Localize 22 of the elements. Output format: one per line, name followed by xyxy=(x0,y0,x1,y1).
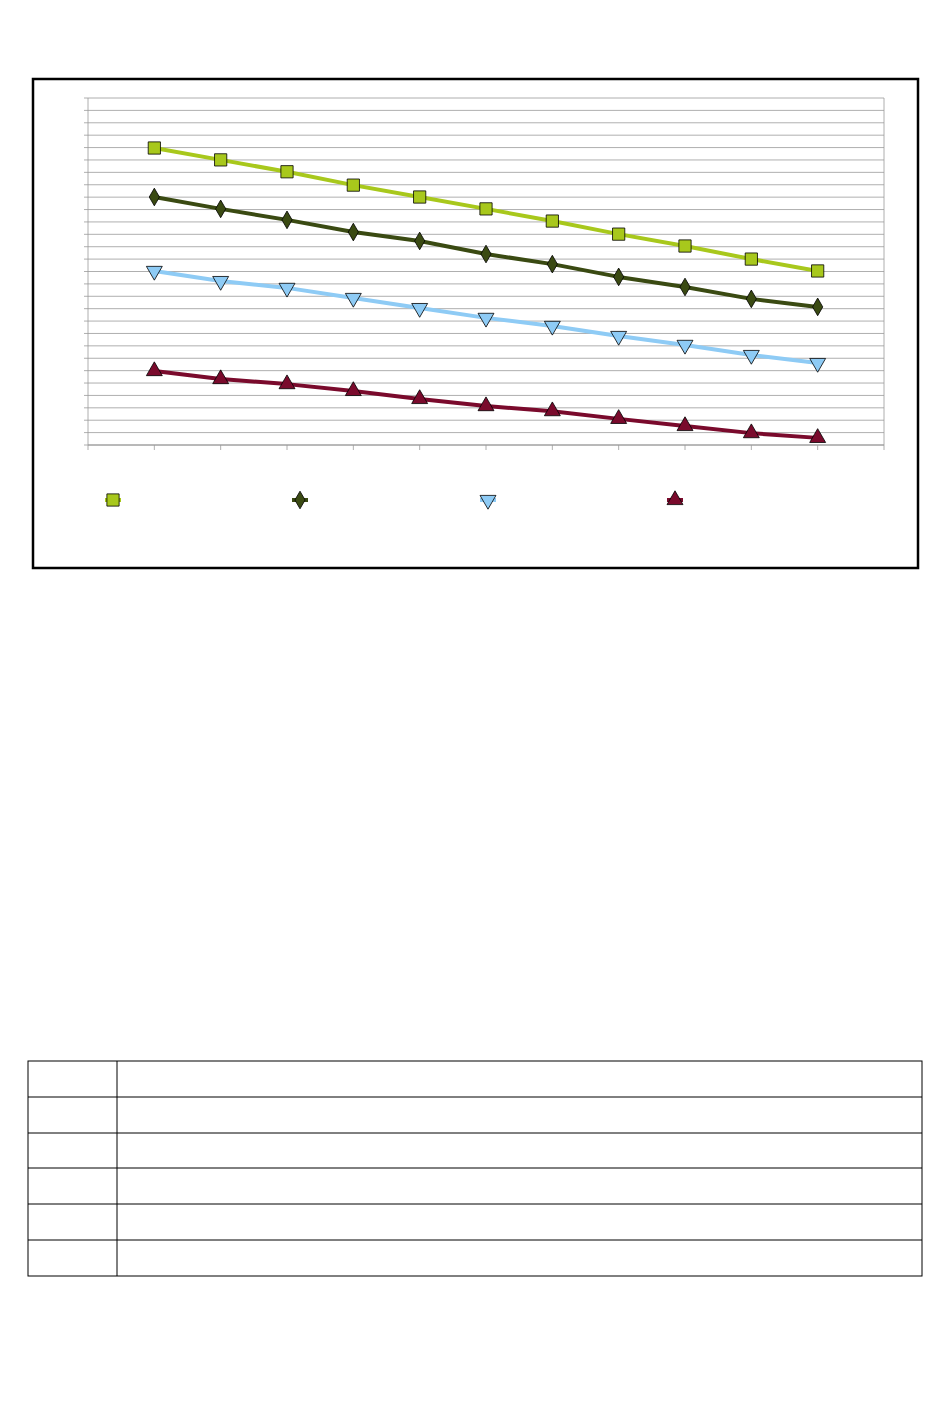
point xyxy=(678,239,692,253)
point xyxy=(212,369,230,385)
point xyxy=(545,214,559,228)
point xyxy=(278,374,296,390)
point xyxy=(280,165,294,179)
point xyxy=(811,264,825,278)
point xyxy=(612,227,626,241)
point xyxy=(610,409,628,424)
point xyxy=(742,423,760,439)
point xyxy=(809,428,827,443)
point xyxy=(413,190,427,204)
point xyxy=(543,401,561,417)
point xyxy=(744,252,758,266)
point xyxy=(147,141,161,155)
point xyxy=(676,416,694,431)
point xyxy=(479,202,493,216)
point xyxy=(145,361,163,377)
point xyxy=(411,389,429,404)
point xyxy=(346,178,360,192)
point xyxy=(477,396,495,412)
point xyxy=(214,153,228,167)
point xyxy=(344,381,362,396)
